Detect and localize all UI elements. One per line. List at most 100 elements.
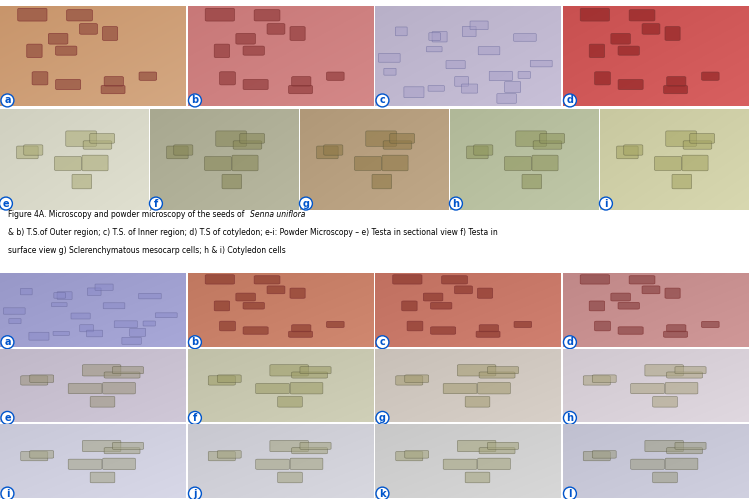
FancyBboxPatch shape — [478, 46, 500, 55]
FancyBboxPatch shape — [396, 376, 423, 385]
FancyBboxPatch shape — [405, 451, 429, 458]
FancyBboxPatch shape — [48, 33, 68, 44]
FancyBboxPatch shape — [479, 325, 499, 332]
FancyBboxPatch shape — [104, 372, 140, 378]
FancyBboxPatch shape — [103, 458, 136, 470]
Text: h: h — [452, 199, 460, 209]
FancyBboxPatch shape — [530, 60, 552, 67]
FancyBboxPatch shape — [16, 146, 38, 159]
FancyBboxPatch shape — [505, 157, 532, 171]
FancyBboxPatch shape — [595, 72, 610, 85]
FancyBboxPatch shape — [324, 145, 343, 155]
FancyBboxPatch shape — [631, 459, 664, 470]
FancyBboxPatch shape — [220, 321, 236, 331]
FancyBboxPatch shape — [518, 71, 530, 78]
FancyBboxPatch shape — [624, 145, 643, 155]
FancyBboxPatch shape — [458, 365, 496, 376]
FancyBboxPatch shape — [289, 331, 313, 337]
FancyBboxPatch shape — [479, 372, 515, 378]
FancyBboxPatch shape — [53, 331, 69, 335]
FancyBboxPatch shape — [243, 79, 268, 90]
FancyBboxPatch shape — [139, 72, 157, 80]
FancyBboxPatch shape — [90, 397, 115, 407]
FancyBboxPatch shape — [214, 44, 230, 57]
FancyBboxPatch shape — [667, 325, 686, 332]
FancyBboxPatch shape — [289, 85, 313, 94]
FancyBboxPatch shape — [206, 8, 235, 21]
FancyBboxPatch shape — [454, 76, 469, 86]
FancyBboxPatch shape — [205, 157, 232, 171]
FancyBboxPatch shape — [395, 27, 407, 36]
FancyBboxPatch shape — [278, 472, 302, 483]
FancyBboxPatch shape — [52, 303, 67, 306]
Text: l: l — [568, 489, 572, 499]
FancyBboxPatch shape — [665, 458, 698, 470]
FancyBboxPatch shape — [95, 284, 113, 290]
FancyBboxPatch shape — [9, 319, 21, 324]
FancyBboxPatch shape — [290, 288, 305, 298]
FancyBboxPatch shape — [56, 46, 76, 55]
FancyBboxPatch shape — [56, 79, 81, 90]
FancyBboxPatch shape — [68, 383, 102, 394]
FancyBboxPatch shape — [407, 321, 423, 331]
FancyBboxPatch shape — [522, 174, 542, 189]
FancyBboxPatch shape — [139, 293, 161, 299]
FancyBboxPatch shape — [532, 155, 558, 171]
FancyBboxPatch shape — [595, 321, 610, 331]
Text: k: k — [380, 489, 386, 499]
FancyBboxPatch shape — [427, 46, 442, 52]
FancyBboxPatch shape — [254, 9, 280, 21]
FancyBboxPatch shape — [80, 325, 94, 332]
FancyBboxPatch shape — [243, 302, 264, 309]
Text: d: d — [566, 95, 574, 105]
FancyBboxPatch shape — [514, 34, 536, 41]
FancyBboxPatch shape — [90, 472, 115, 483]
FancyBboxPatch shape — [404, 87, 424, 98]
FancyBboxPatch shape — [701, 321, 719, 327]
Text: g: g — [302, 199, 310, 209]
FancyBboxPatch shape — [326, 321, 344, 327]
FancyBboxPatch shape — [590, 301, 604, 311]
FancyBboxPatch shape — [476, 331, 500, 337]
FancyBboxPatch shape — [316, 146, 338, 159]
Text: f: f — [193, 413, 197, 423]
Text: b: b — [191, 337, 199, 347]
FancyBboxPatch shape — [458, 441, 496, 452]
FancyBboxPatch shape — [24, 145, 43, 155]
Text: f: f — [154, 199, 158, 209]
FancyBboxPatch shape — [20, 288, 32, 295]
FancyBboxPatch shape — [209, 452, 236, 461]
FancyBboxPatch shape — [665, 26, 680, 40]
Text: j: j — [194, 489, 196, 499]
Text: e: e — [4, 413, 10, 423]
FancyBboxPatch shape — [83, 141, 112, 149]
FancyBboxPatch shape — [423, 293, 442, 301]
FancyBboxPatch shape — [326, 72, 344, 80]
FancyBboxPatch shape — [290, 26, 305, 40]
FancyBboxPatch shape — [32, 72, 48, 85]
FancyBboxPatch shape — [82, 365, 121, 376]
FancyBboxPatch shape — [584, 452, 610, 461]
Text: a: a — [4, 337, 10, 347]
FancyBboxPatch shape — [610, 293, 630, 301]
FancyBboxPatch shape — [443, 383, 477, 394]
FancyBboxPatch shape — [488, 442, 518, 450]
FancyBboxPatch shape — [18, 8, 47, 21]
FancyBboxPatch shape — [90, 134, 115, 143]
FancyBboxPatch shape — [220, 72, 236, 85]
FancyBboxPatch shape — [104, 76, 124, 86]
FancyBboxPatch shape — [256, 459, 290, 470]
FancyBboxPatch shape — [505, 82, 520, 92]
FancyBboxPatch shape — [384, 68, 396, 75]
FancyBboxPatch shape — [233, 141, 262, 149]
FancyBboxPatch shape — [214, 301, 230, 311]
FancyBboxPatch shape — [470, 21, 488, 29]
FancyBboxPatch shape — [68, 459, 102, 470]
FancyBboxPatch shape — [665, 382, 698, 394]
Text: c: c — [380, 337, 386, 347]
FancyBboxPatch shape — [72, 174, 92, 189]
FancyBboxPatch shape — [372, 174, 392, 189]
FancyBboxPatch shape — [86, 330, 103, 337]
FancyBboxPatch shape — [618, 327, 644, 334]
FancyBboxPatch shape — [478, 458, 511, 470]
